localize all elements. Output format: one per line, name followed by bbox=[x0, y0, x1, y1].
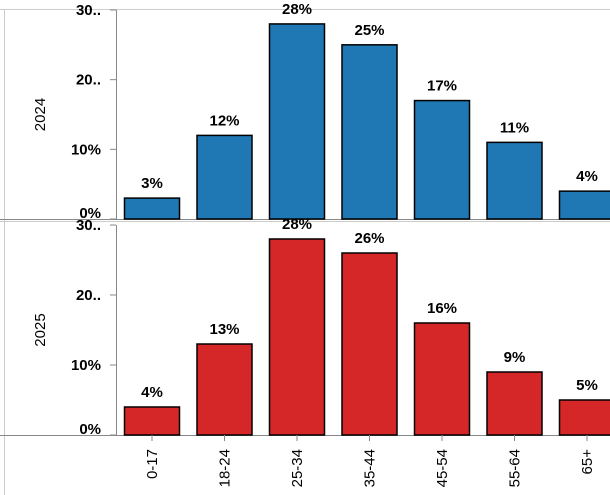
x-tick-label-55-64: 55-64 bbox=[507, 449, 524, 487]
bar-2024-65+ bbox=[558, 190, 610, 220]
data-label-2025-65+: 5% bbox=[576, 377, 598, 394]
y-tick-label-2025-20: 20.. bbox=[76, 287, 101, 304]
y-tick-label-2024-20: 20.. bbox=[76, 72, 101, 89]
data-label-2024-55-64: 11% bbox=[500, 119, 529, 136]
data-label-2025-25-34: 28% bbox=[282, 216, 312, 233]
bar-2024-55-64 bbox=[486, 141, 543, 220]
data-label-2025-55-64: 9% bbox=[504, 349, 526, 366]
data-label-2025-18-24: 13% bbox=[209, 321, 239, 338]
y-tick-label-2024-10: 10% bbox=[71, 141, 101, 158]
bar-2024-45-54 bbox=[413, 99, 471, 220]
data-label-2024-0-17: 3% bbox=[141, 175, 163, 192]
y-tick-label-2025-30: 30.. bbox=[76, 217, 101, 234]
y-tick-label-2025-10: 10% bbox=[71, 357, 101, 374]
data-label-2025-45-54: 16% bbox=[427, 300, 457, 317]
data-label-2024-25-34: 28% bbox=[282, 1, 312, 18]
bar-2025-18-24 bbox=[196, 343, 253, 436]
data-label-2024-18-24: 12% bbox=[209, 112, 239, 129]
data-label-2025-35-44: 26% bbox=[354, 230, 384, 247]
data-label-2024-35-44: 25% bbox=[354, 22, 384, 39]
y-tick-label-2024-0: 0% bbox=[79, 205, 101, 222]
x-tick-label-0-17: 0-17 bbox=[144, 449, 161, 479]
x-tick-label-45-54: 45-54 bbox=[434, 449, 451, 487]
x-tick-label-35-44: 35-44 bbox=[362, 449, 379, 487]
bar-2025-35-44 bbox=[341, 252, 398, 436]
bar-2025-65+ bbox=[558, 399, 610, 436]
bar-2025-45-54 bbox=[413, 322, 471, 436]
bar-2024-35-44 bbox=[341, 44, 398, 220]
data-label-2024-65+: 4% bbox=[576, 168, 598, 185]
bar-2024-0-17 bbox=[123, 197, 181, 220]
facet-label-2024: 2024 bbox=[32, 98, 49, 131]
bar-2025-25-34 bbox=[268, 238, 326, 436]
bar-2024-25-34 bbox=[268, 23, 326, 220]
bar-2025-0-17 bbox=[123, 406, 181, 436]
x-tick-label-18-24: 18-24 bbox=[217, 449, 234, 487]
data-label-2024-45-54: 17% bbox=[427, 78, 457, 95]
data-label-2025-0-17: 4% bbox=[141, 384, 163, 401]
y-tick-label-2025-0: 0% bbox=[79, 421, 101, 438]
facet-label-2025: 2025 bbox=[32, 313, 49, 346]
bar-2025-55-64 bbox=[486, 371, 543, 436]
bar-2024-18-24 bbox=[196, 134, 253, 220]
x-tick-label-65+: 65+ bbox=[579, 449, 596, 475]
x-tick-label-25-34: 25-34 bbox=[289, 449, 306, 487]
y-tick-label-2024-30: 30.. bbox=[76, 2, 101, 19]
